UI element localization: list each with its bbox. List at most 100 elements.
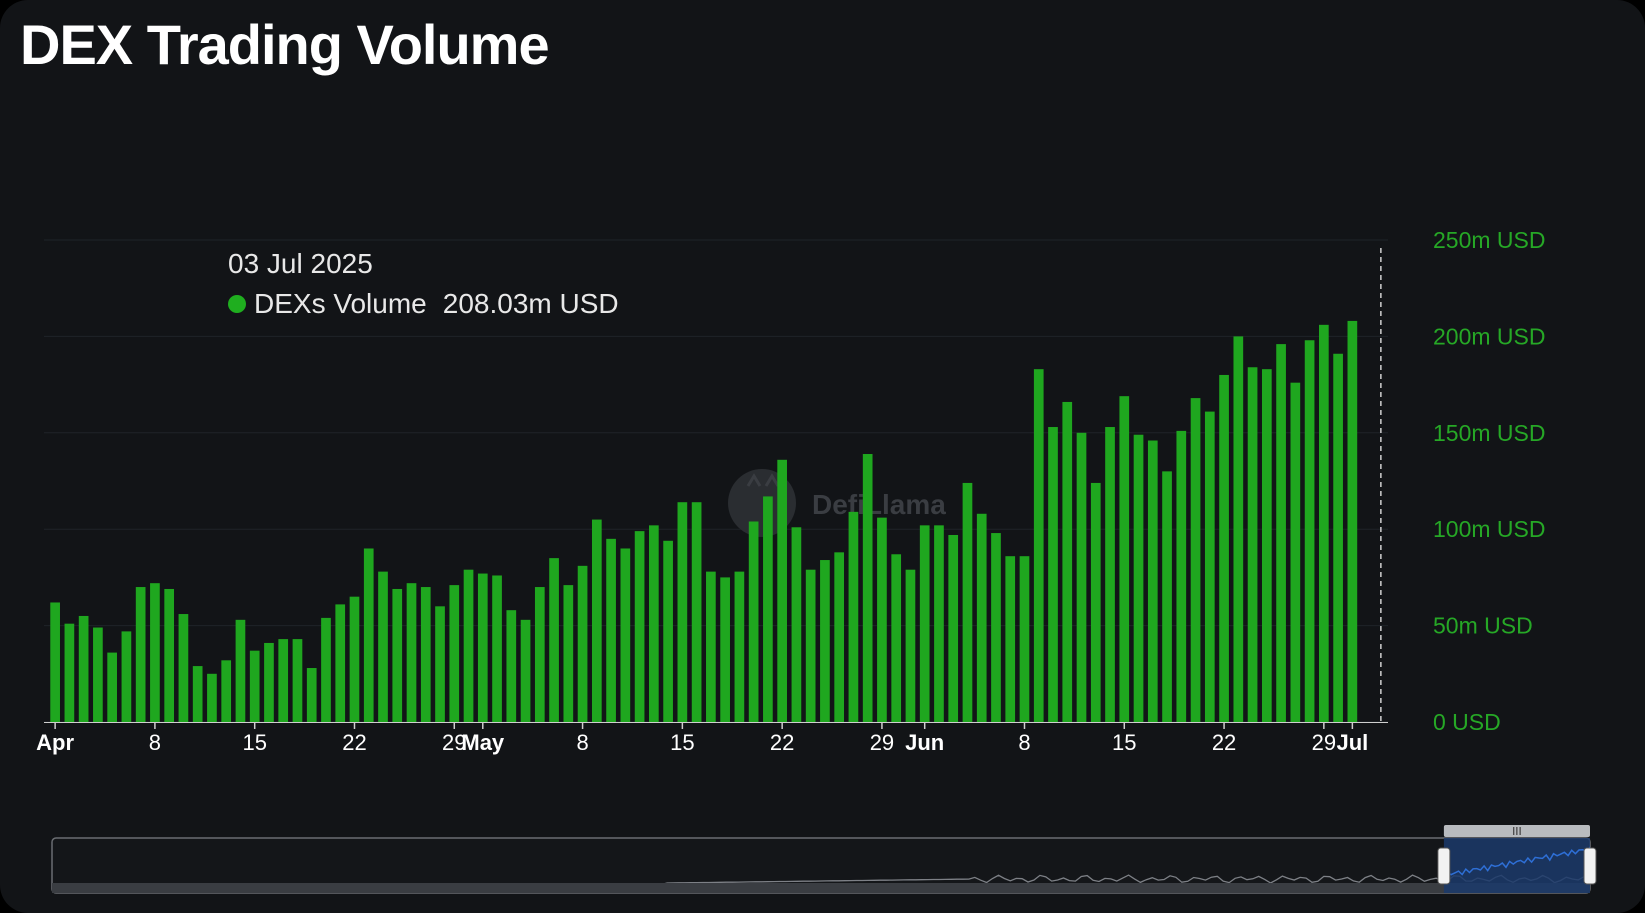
bar[interactable] bbox=[905, 569, 916, 722]
bar[interactable] bbox=[620, 548, 631, 722]
bar[interactable] bbox=[948, 534, 959, 722]
bar[interactable] bbox=[392, 588, 403, 722]
bar[interactable] bbox=[1190, 398, 1201, 722]
bar[interactable] bbox=[976, 513, 987, 722]
bar[interactable] bbox=[834, 552, 845, 722]
bar[interactable] bbox=[78, 615, 89, 722]
bar[interactable] bbox=[93, 627, 103, 722]
bar[interactable] bbox=[64, 623, 75, 722]
bar[interactable] bbox=[435, 606, 445, 722]
bar[interactable] bbox=[207, 673, 217, 722]
bar[interactable] bbox=[477, 573, 488, 722]
bar[interactable] bbox=[178, 614, 189, 722]
bar[interactable] bbox=[249, 650, 260, 722]
bar[interactable] bbox=[420, 587, 431, 722]
bar[interactable] bbox=[306, 668, 317, 722]
bar[interactable] bbox=[1333, 353, 1343, 722]
bar[interactable] bbox=[877, 517, 887, 722]
navigator-right-handle[interactable] bbox=[1583, 847, 1597, 885]
bar[interactable] bbox=[335, 604, 346, 722]
bar[interactable] bbox=[777, 459, 787, 722]
bar[interactable] bbox=[1033, 369, 1044, 722]
bar[interactable] bbox=[677, 502, 688, 722]
bar[interactable] bbox=[235, 619, 246, 722]
bar[interactable] bbox=[492, 575, 502, 722]
bar[interactable] bbox=[862, 454, 873, 722]
bar[interactable] bbox=[763, 496, 773, 722]
bar[interactable] bbox=[791, 527, 802, 722]
bar[interactable] bbox=[691, 502, 702, 722]
bar[interactable] bbox=[1347, 320, 1358, 722]
bar[interactable] bbox=[1276, 344, 1286, 722]
bar[interactable] bbox=[1319, 324, 1329, 722]
navigator-left-handle[interactable] bbox=[1437, 847, 1451, 885]
bar[interactable] bbox=[1133, 434, 1144, 722]
bar[interactable] bbox=[463, 569, 474, 722]
bar[interactable] bbox=[1076, 432, 1087, 722]
bar[interactable] bbox=[563, 585, 574, 722]
bar[interactable] bbox=[107, 652, 117, 722]
navigator-selection[interactable] bbox=[1443, 838, 1590, 893]
bar[interactable] bbox=[591, 519, 602, 722]
bar[interactable] bbox=[720, 577, 730, 722]
bar[interactable] bbox=[1105, 427, 1115, 722]
bar[interactable] bbox=[321, 617, 331, 722]
bar[interactable] bbox=[50, 602, 60, 722]
watermark-text: DefiLlama bbox=[812, 489, 946, 520]
bar[interactable] bbox=[706, 571, 716, 722]
bar[interactable] bbox=[1048, 427, 1058, 722]
bar[interactable] bbox=[278, 639, 289, 722]
bar[interactable] bbox=[991, 533, 1001, 722]
bar[interactable] bbox=[1162, 471, 1172, 722]
bar[interactable] bbox=[135, 587, 146, 722]
bar[interactable] bbox=[1176, 430, 1187, 722]
bar[interactable] bbox=[192, 666, 203, 722]
bar[interactable] bbox=[820, 560, 830, 722]
navigator-drag-bar[interactable] bbox=[1443, 825, 1590, 837]
bars[interactable] bbox=[50, 320, 1358, 722]
bar[interactable] bbox=[577, 565, 588, 722]
bar[interactable] bbox=[506, 610, 517, 722]
bar[interactable] bbox=[634, 531, 645, 722]
bar[interactable] bbox=[934, 525, 944, 722]
bar[interactable] bbox=[1304, 340, 1315, 722]
bar[interactable] bbox=[734, 571, 745, 722]
bar[interactable] bbox=[1119, 396, 1130, 722]
bar[interactable] bbox=[748, 521, 759, 722]
bar[interactable] bbox=[449, 585, 460, 722]
bar[interactable] bbox=[549, 558, 559, 722]
range-navigator[interactable]: III bbox=[51, 825, 1597, 894]
bar[interactable] bbox=[534, 587, 545, 722]
bar[interactable] bbox=[150, 583, 160, 722]
bar[interactable] bbox=[121, 631, 132, 722]
bar[interactable] bbox=[164, 588, 175, 722]
bar[interactable] bbox=[1261, 369, 1272, 722]
bar[interactable] bbox=[264, 642, 274, 722]
bar[interactable] bbox=[1019, 556, 1030, 722]
bar[interactable] bbox=[848, 511, 859, 722]
bar[interactable] bbox=[962, 482, 973, 722]
bar[interactable] bbox=[663, 540, 673, 722]
bar[interactable] bbox=[606, 538, 616, 722]
bar[interactable] bbox=[1233, 336, 1244, 722]
bar[interactable] bbox=[1204, 411, 1215, 722]
bar[interactable] bbox=[891, 554, 902, 722]
bar[interactable] bbox=[805, 569, 816, 722]
bar[interactable] bbox=[221, 660, 232, 722]
bar[interactable] bbox=[378, 571, 388, 722]
bar[interactable] bbox=[1290, 382, 1301, 722]
bar[interactable] bbox=[1090, 482, 1101, 722]
bar[interactable] bbox=[1147, 440, 1158, 722]
bar[interactable] bbox=[649, 525, 659, 722]
bar[interactable] bbox=[1247, 367, 1258, 722]
bar[interactable] bbox=[520, 619, 531, 722]
bar[interactable] bbox=[1219, 374, 1229, 722]
bar[interactable] bbox=[292, 639, 303, 722]
bar[interactable] bbox=[1005, 556, 1016, 722]
bar[interactable] bbox=[363, 548, 374, 722]
bar[interactable] bbox=[349, 596, 360, 722]
bar[interactable] bbox=[919, 525, 930, 722]
bar[interactable] bbox=[1062, 401, 1073, 722]
bar[interactable] bbox=[406, 583, 417, 722]
